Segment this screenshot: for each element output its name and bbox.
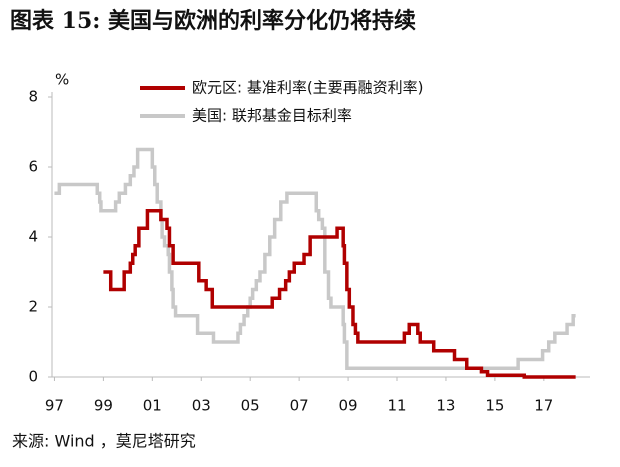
chart-title: 图表 15: 美国与欧洲的利率分化仍将持续 [10, 8, 416, 34]
source: 来源: Wind ，莫尼塔研究 [12, 432, 196, 451]
x-tick-label: 97 [45, 397, 64, 415]
legend-label: 欧元区: 基准利率(主要再融资利率) [192, 79, 424, 97]
x-tick-label: 01 [143, 397, 162, 415]
x-tick-label: 17 [534, 397, 553, 415]
y-tick-label: 6 [28, 158, 38, 176]
series-line [103, 209, 576, 379]
y-tick-label: 2 [28, 298, 38, 316]
y-unit: % [55, 71, 69, 89]
x-tick-label: 11 [387, 397, 406, 415]
y-tick-label: 4 [28, 228, 38, 246]
x-tick-label: 99 [94, 397, 113, 415]
x-tick-label: 09 [339, 397, 358, 415]
legend-label: 美国: 联邦基金目标利率 [192, 107, 352, 125]
x-tick-label: 13 [436, 397, 455, 415]
x-tick-label: 05 [241, 397, 260, 415]
x-tick-label: 15 [485, 397, 504, 415]
x-tick-label: 03 [192, 397, 211, 415]
series-line [54, 147, 576, 370]
y-tick-label: 0 [28, 368, 38, 386]
y-tick-label: 8 [28, 88, 38, 106]
x-tick-label: 07 [290, 397, 309, 415]
